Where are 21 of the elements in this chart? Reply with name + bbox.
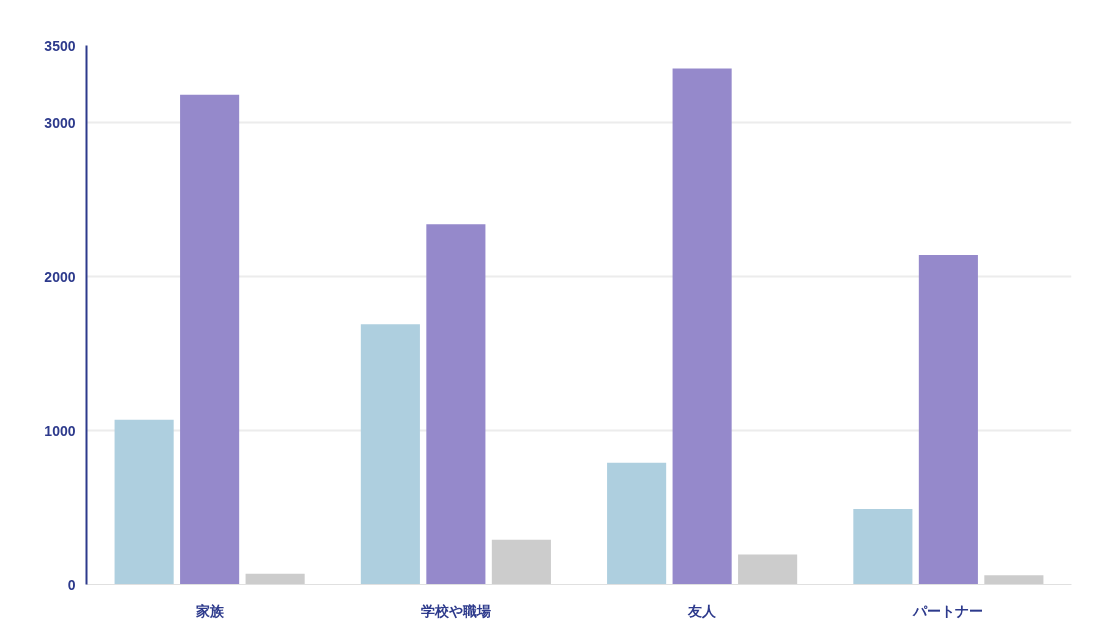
bar [360,324,420,585]
y-tick-label: 3000 [44,114,76,131]
bar [672,68,732,585]
x-tick-label: 学校や職場 [420,602,491,619]
y-tick-label: 3500 [44,37,76,54]
x-tick-label: 家族 [194,602,225,619]
bar [918,254,978,585]
bar [607,462,667,585]
bar [984,575,1044,585]
bar [426,224,486,585]
bar [180,94,240,585]
x-tick-label: パートナー [912,602,984,619]
bar [245,573,305,585]
bar [853,509,913,585]
bar [491,539,551,585]
y-tick-label: 2000 [44,268,76,285]
bar [114,419,174,585]
x-tick-label: 友人 [687,602,718,619]
bar [738,554,798,585]
y-tick-label: 0 [67,576,76,593]
y-tick-label: 1000 [44,422,76,439]
